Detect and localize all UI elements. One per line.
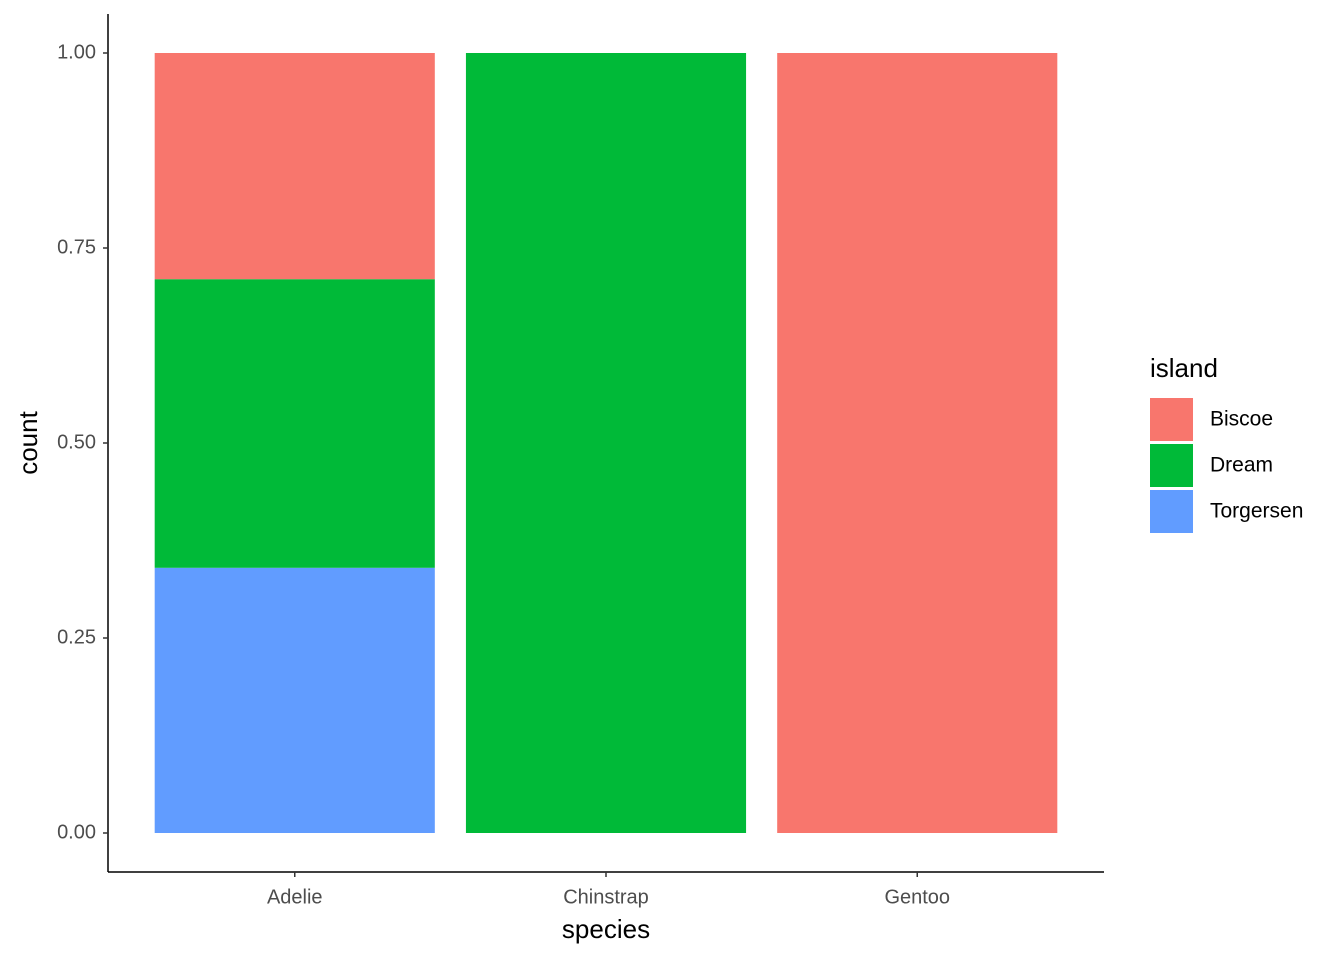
y-tick-label: 0.75 <box>57 236 96 258</box>
legend-key <box>1150 490 1193 533</box>
bar-segment <box>465 53 747 833</box>
bar-segment <box>154 279 435 568</box>
x-tick-label: Adelie <box>267 886 323 908</box>
y-tick-label: 0.50 <box>57 431 96 453</box>
y-tick-label: 0.25 <box>57 626 96 648</box>
legend-label: Dream <box>1210 454 1273 477</box>
legend-title: island <box>1150 353 1218 383</box>
legend-key <box>1150 398 1193 441</box>
y-tick-label: 0.00 <box>57 821 96 843</box>
x-axis-title: species <box>562 914 650 944</box>
y-axis-title: count <box>13 410 43 474</box>
bar-segment <box>154 567 435 833</box>
legend-label: Torgersen <box>1210 500 1303 523</box>
bar-segment <box>777 53 1058 833</box>
y-tick-label: 1.00 <box>57 41 96 63</box>
legend-label: Biscoe <box>1210 408 1273 431</box>
x-tick-label: Gentoo <box>884 886 950 908</box>
legend-key <box>1150 444 1193 487</box>
x-tick-label: Chinstrap <box>563 886 649 908</box>
bar-segment <box>154 53 435 280</box>
